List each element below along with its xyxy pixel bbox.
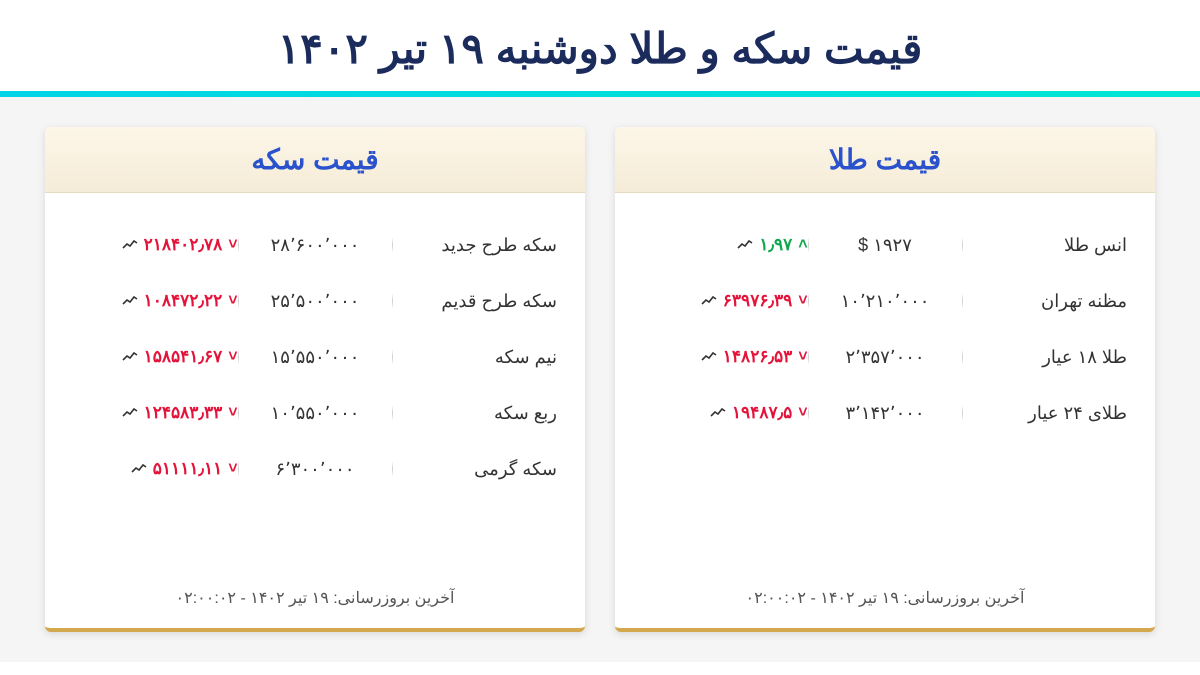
chart-icon xyxy=(737,237,753,253)
gold-name: انس طلا xyxy=(962,235,1127,256)
gold-price: ۱۹۲۷ $ xyxy=(808,235,963,256)
coin-price: ۱۰٬۵۵۰٬۰۰۰ xyxy=(238,403,393,424)
gold-row: مظنه تهران۱۰٬۲۱۰٬۰۰۰ ۶۳۹۷۶٫۳۹ ˅ xyxy=(615,273,1155,329)
page-title: قیمت سکه و طلا دوشنبه ۱۹ تیر ۱۴۰۲ xyxy=(0,24,1200,73)
gold-name: طلا ۱۸ عیار xyxy=(962,347,1127,368)
gold-price: ۳٬۱۴۲٬۰۰۰ xyxy=(808,403,963,424)
coin-change: ۱۲۴۵۸۳٫۳۳ ˅ xyxy=(73,403,238,423)
chart-icon xyxy=(701,293,717,309)
coin-change-value: ۱۰۸۴۷۲٫۲۲ xyxy=(144,291,223,311)
coin-change-value: ۲۱۸۴۰۲٫۷۸ xyxy=(144,235,223,255)
coin-change: ۵۱۱۱۱٫۱۱ ˅ xyxy=(73,459,238,479)
coin-card-header: قیمت سکه xyxy=(45,127,585,193)
arrow-down-icon: ˅ xyxy=(228,236,237,254)
gold-change-value: ۱۹۴۸۷٫۵ xyxy=(732,403,792,423)
chart-icon xyxy=(122,237,138,253)
gold-card-header: قیمت طلا xyxy=(615,127,1155,193)
chart-icon xyxy=(710,405,726,421)
coin-row: ربع سکه۱۰٬۵۵۰٬۰۰۰ ۱۲۴۵۸۳٫۳۳ ˅ xyxy=(45,385,585,441)
coin-price-card: قیمت سکه سکه طرح جدید۲۸٬۶۰۰٬۰۰۰۲۱۸۴۰۲٫۷۸… xyxy=(45,127,585,632)
arrow-up-icon: ˄ xyxy=(798,236,807,254)
coin-change-value: ۵۱۱۱۱٫۱۱ xyxy=(153,459,222,479)
arrow-down-icon: ˅ xyxy=(798,348,807,366)
coin-card-title: قیمت سکه xyxy=(61,143,569,176)
gold-change-value: ۶۳۹۷۶٫۳۹ xyxy=(723,291,792,311)
coin-row: سکه گرمی۶٬۳۰۰٬۰۰۰ ۵۱۱۱۱٫۱۱ ˅ xyxy=(45,441,585,497)
coin-row: سکه طرح جدید۲۸٬۶۰۰٬۰۰۰ ۲۱۸۴۰۲٫۷۸ ˅ xyxy=(45,217,585,273)
page-header: قیمت سکه و طلا دوشنبه ۱۹ تیر ۱۴۰۲ xyxy=(0,0,1200,91)
gold-name: مظنه تهران xyxy=(962,291,1127,312)
coin-updated-text: آخرین بروزرسانی: ۱۹ تیر ۱۴۰۲ - ۰۲:۰۰:۰۲ xyxy=(45,574,585,628)
chart-icon xyxy=(701,349,717,365)
chart-icon xyxy=(131,461,147,477)
coin-name: سکه طرح جدید xyxy=(392,235,557,256)
chart-icon xyxy=(122,405,138,421)
coin-name: سکه طرح قدیم xyxy=(392,291,557,312)
gold-price: ۲٬۳۵۷٬۰۰۰ xyxy=(808,347,963,368)
chart-icon xyxy=(122,349,138,365)
coin-price: ۶٬۳۰۰٬۰۰۰ xyxy=(238,459,393,480)
chart-icon xyxy=(122,293,138,309)
arrow-down-icon: ˅ xyxy=(228,348,237,366)
coin-row: نیم سکه۱۵٬۵۵۰٬۰۰۰ ۱۵۸۵۴۱٫۶۷ ˅ xyxy=(45,329,585,385)
gold-change-value: ۱۴۸۲۶٫۵۳ xyxy=(723,347,792,367)
coin-change-value: ۱۵۸۵۴۱٫۶۷ xyxy=(144,347,223,367)
coin-name: سکه گرمی xyxy=(392,459,557,480)
gold-change: ۱٫۹۷ ˄ xyxy=(643,235,808,255)
coin-name: ربع سکه xyxy=(392,403,557,424)
gold-updated-text: آخرین بروزرسانی: ۱۹ تیر ۱۴۰۲ - ۰۲:۰۰:۰۲ xyxy=(615,574,1155,628)
gold-price: ۱۰٬۲۱۰٬۰۰۰ xyxy=(808,291,963,312)
content-area: قیمت طلا انس طلا۱۹۲۷ $۱٫۹۷˄مظنه تهران۱۰٬… xyxy=(0,97,1200,662)
coin-row: سکه طرح قدیم۲۵٬۵۰۰٬۰۰۰ ۱۰۸۴۷۲٫۲۲ ˅ xyxy=(45,273,585,329)
coin-change-value: ۱۲۴۵۸۳٫۳۳ xyxy=(144,403,223,423)
gold-price-card: قیمت طلا انس طلا۱۹۲۷ $ ۱٫۹۷ ˄ مظنه تهران۱۰٬… xyxy=(615,127,1155,632)
gold-card-title: قیمت طلا xyxy=(631,143,1139,176)
gold-card-body: انس طلا۱۹۲۷ $۱٫۹۷˄مظنه تهران۱۰٬۲۱۰٬۰۰۰۶۳… xyxy=(615,193,1155,574)
coin-price: ۲۵٬۵۰۰٬۰۰۰ xyxy=(238,291,393,312)
gold-change: ۱۴۸۲۶٫۵۳ ˅ xyxy=(643,347,808,367)
gold-change: ۱۹۴۸۷٫۵ ˅ xyxy=(643,403,808,423)
coin-change: ۱۰۸۴۷۲٫۲۲ ˅ xyxy=(73,291,238,311)
gold-change: ۶۳۹۷۶٫۳۹ ˅ xyxy=(643,291,808,311)
arrow-down-icon: ˅ xyxy=(798,292,807,310)
arrow-down-icon: ˅ xyxy=(228,292,237,310)
arrow-down-icon: ˅ xyxy=(228,404,237,422)
gold-row: طلا ۱۸ عیار۲٬۳۵۷٬۰۰۰ ۱۴۸۲۶٫۵۳ ˅ xyxy=(615,329,1155,385)
coin-price: ۲۸٬۶۰۰٬۰۰۰ xyxy=(238,235,393,256)
gold-row: انس طلا۱۹۲۷ $ ۱٫۹۷ ˄ xyxy=(615,217,1155,273)
gold-row: طلای ۲۴ عیار۳٬۱۴۲٬۰۰۰ ۱۹۴۸۷٫۵ ˅ xyxy=(615,385,1155,441)
gold-name: طلای ۲۴ عیار xyxy=(962,403,1127,424)
coin-name: نیم سکه xyxy=(392,347,557,368)
coin-change: ۱۵۸۵۴۱٫۶۷ ˅ xyxy=(73,347,238,367)
gold-change-value: ۱٫۹۷ xyxy=(759,235,792,255)
coin-change: ۲۱۸۴۰۲٫۷۸ ˅ xyxy=(73,235,238,255)
coin-price: ۱۵٬۵۵۰٬۰۰۰ xyxy=(238,347,393,368)
coin-card-body: سکه طرح جدید۲۸٬۶۰۰٬۰۰۰۲۱۸۴۰۲٫۷۸˅سکه طرح … xyxy=(45,193,585,574)
arrow-down-icon: ˅ xyxy=(798,404,807,422)
arrow-down-icon: ˅ xyxy=(228,460,237,478)
